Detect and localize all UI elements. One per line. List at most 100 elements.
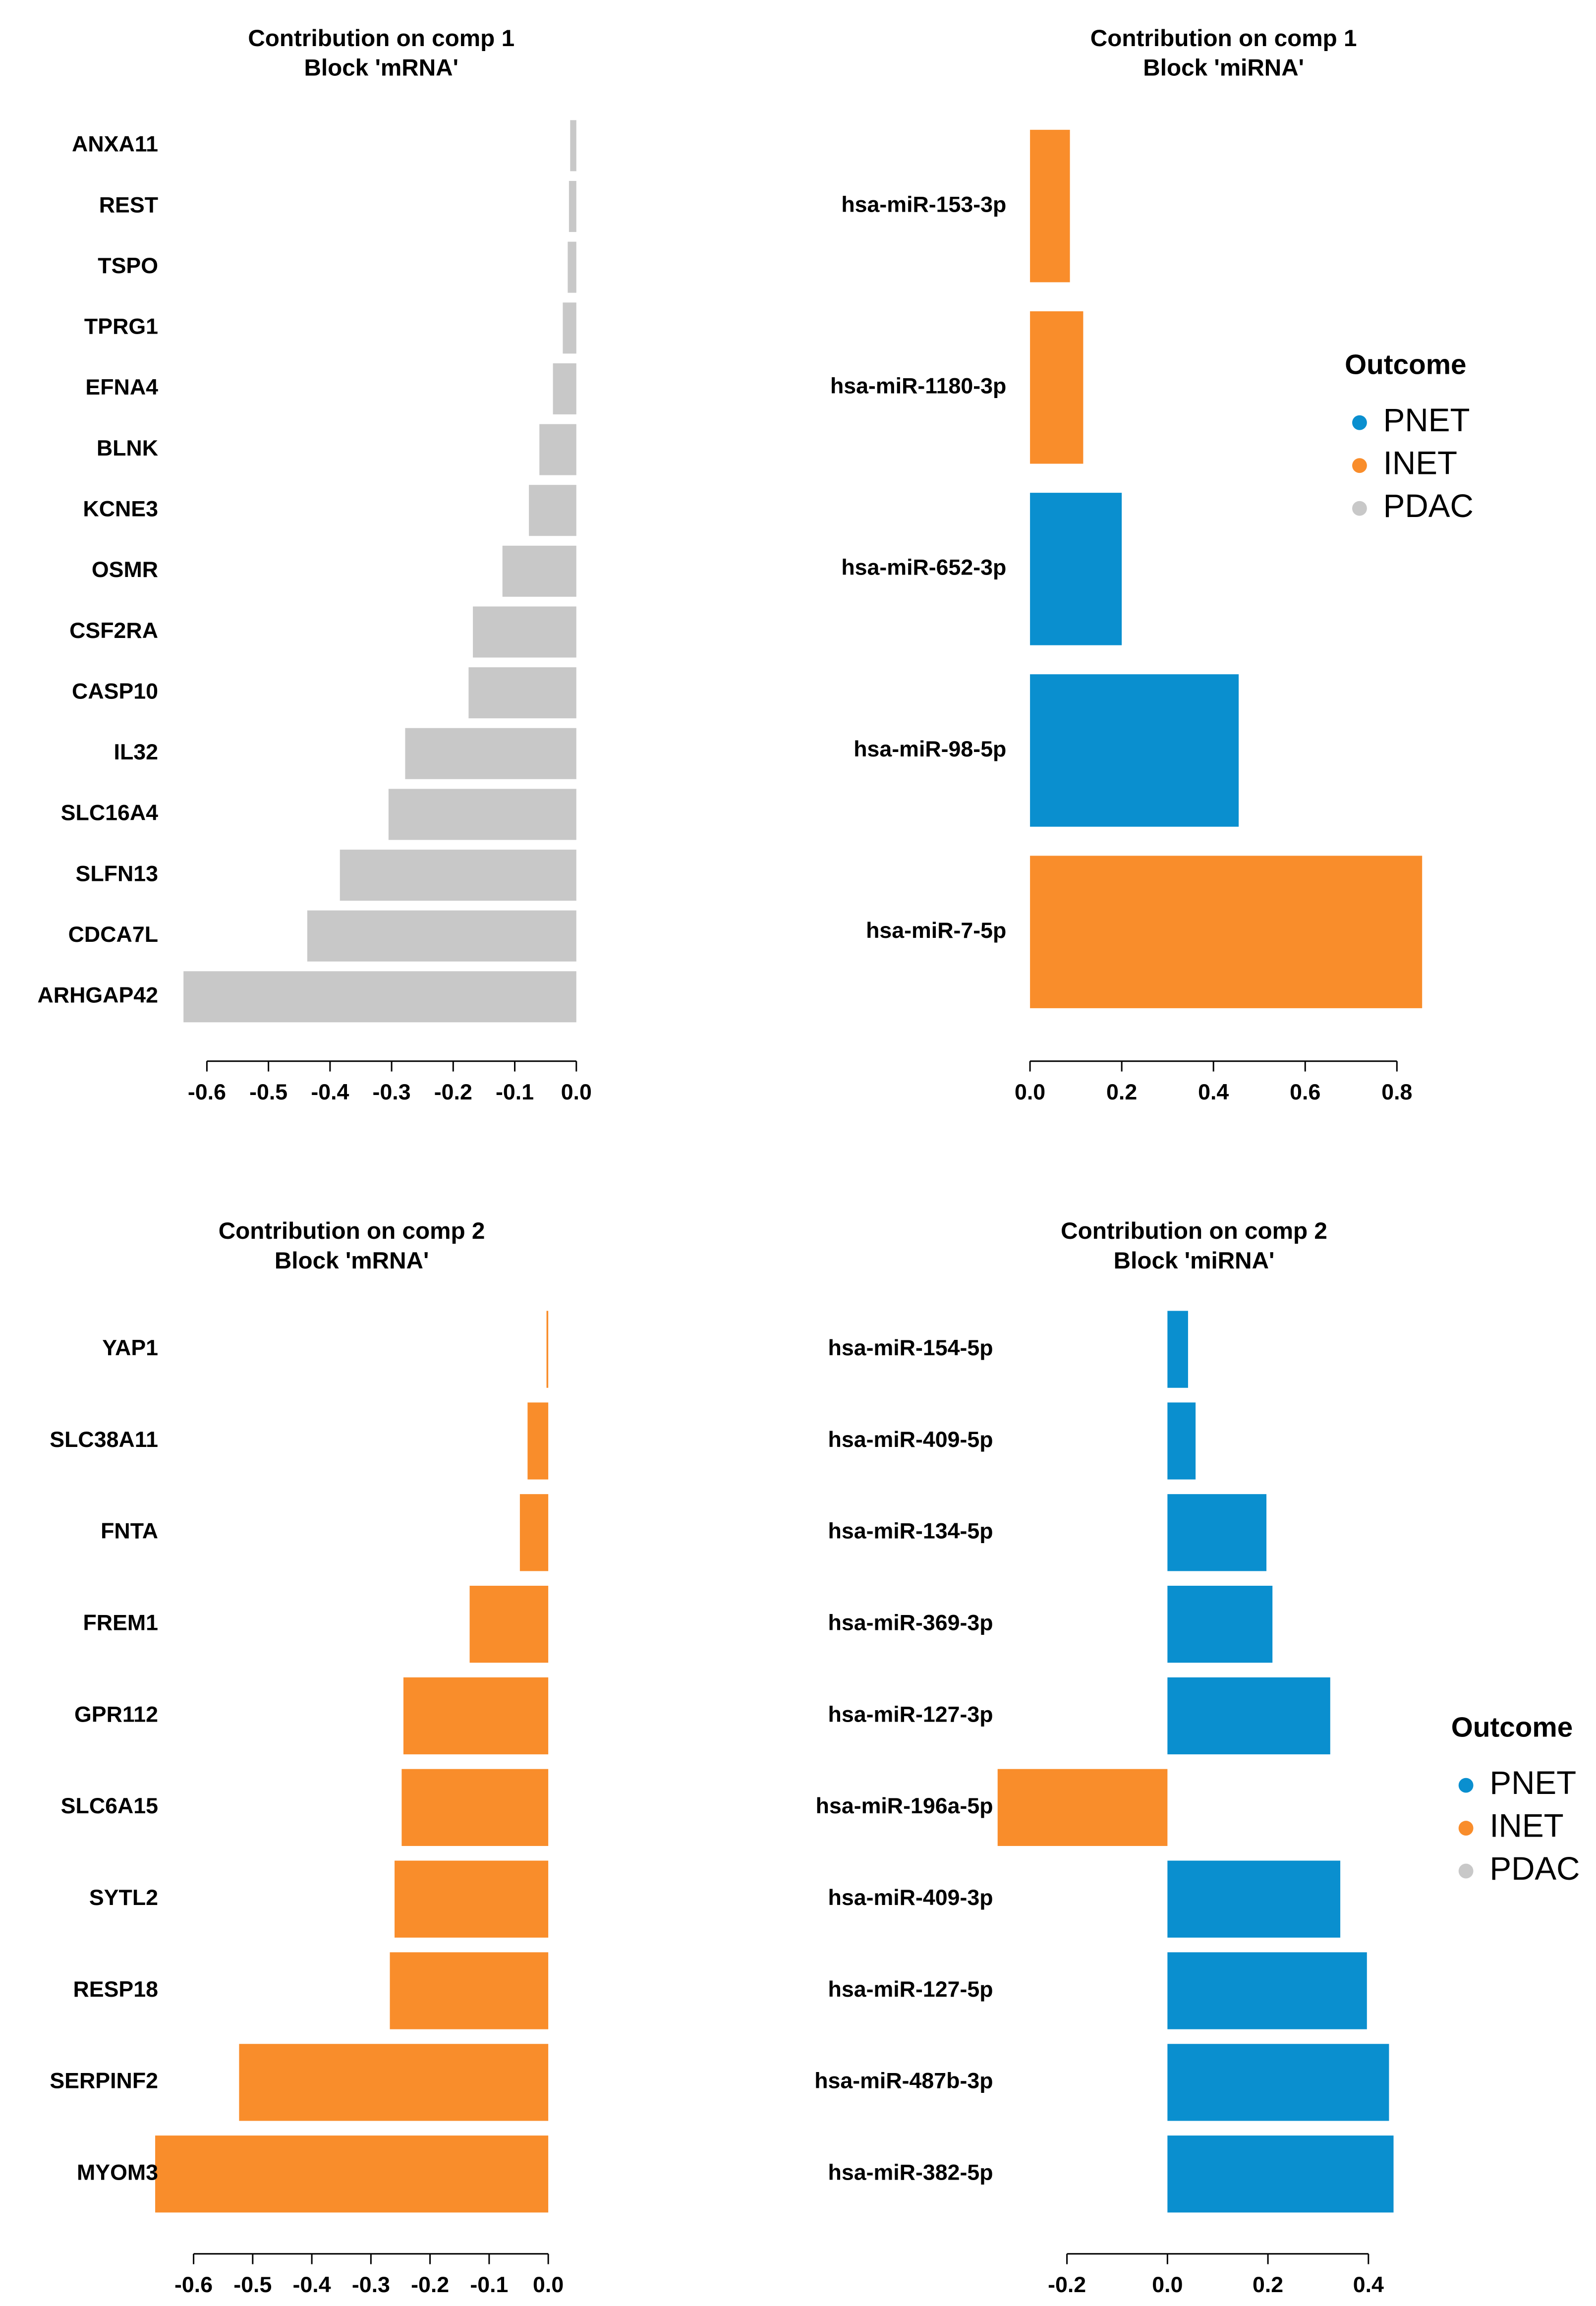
chart-subtitle: Block 'miRNA'	[1114, 1248, 1275, 1274]
x-tick-label: -0.1	[496, 1080, 534, 1104]
category-label: hsa-miR-382-5p	[828, 2161, 993, 2185]
bar	[403, 1677, 549, 1755]
chart-title: Contribution on comp 2	[1061, 1218, 1327, 1244]
x-tick-label: -0.4	[293, 2273, 331, 2297]
bar	[239, 2044, 549, 2121]
category-label: SYTL2	[89, 1886, 158, 1910]
legend-swatch	[1352, 415, 1367, 430]
x-tick-label: -0.2	[434, 1080, 472, 1104]
x-tick-label: -0.1	[470, 2273, 508, 2297]
x-tick-label: -0.5	[233, 2273, 272, 2297]
bar	[1030, 129, 1070, 283]
category-label: CASP10	[72, 679, 158, 703]
legend-swatch	[1352, 501, 1367, 516]
category-label: EFNA4	[85, 375, 158, 400]
x-tick-label: -0.5	[249, 1080, 287, 1104]
x-tick-label: -0.3	[352, 2273, 390, 2297]
legend-label: PDAC	[1489, 1850, 1580, 1887]
category-label: GPR112	[74, 1702, 158, 1727]
bar	[468, 667, 576, 719]
x-tick-label: 0.0	[533, 2273, 564, 2297]
bar	[401, 1769, 549, 1846]
bar	[395, 1860, 549, 1938]
x-tick-label: -0.3	[373, 1080, 411, 1104]
bar	[1167, 1952, 1367, 2029]
chart-title: Contribution on comp 1	[248, 25, 514, 52]
x-tick-label: -0.2	[411, 2273, 449, 2297]
category-label: hsa-miR-409-3p	[828, 1886, 993, 1910]
bar	[1030, 311, 1083, 464]
x-tick-label: 0.6	[1290, 1080, 1320, 1104]
bar	[390, 1952, 549, 2029]
bar	[519, 1494, 549, 1571]
category-label: SLC38A11	[50, 1428, 158, 1452]
bar	[388, 789, 576, 840]
bar	[183, 971, 576, 1023]
category-label: SLC16A4	[61, 801, 158, 825]
x-tick-label: 0.8	[1381, 1080, 1412, 1104]
chart-subtitle: Block 'mRNA'	[275, 1248, 429, 1274]
category-label: FNTA	[101, 1519, 158, 1544]
bar	[997, 1769, 1168, 1846]
category-label: hsa-miR-487b-3p	[814, 2069, 993, 2093]
bar	[1167, 1494, 1267, 1571]
legend-swatch	[1458, 1821, 1474, 1836]
chart-subtitle: Block 'mRNA'	[304, 55, 458, 81]
bar	[155, 2135, 549, 2213]
category-label: CDCA7L	[68, 922, 158, 947]
x-tick-label: 0.4	[1198, 1080, 1229, 1104]
category-label: hsa-miR-7-5p	[866, 919, 1006, 943]
legend-label: PNET	[1489, 1765, 1576, 1801]
category-label: hsa-miR-127-3p	[828, 1702, 993, 1727]
bar	[529, 485, 576, 536]
x-tick-label: 0.0	[561, 1080, 592, 1104]
legend-title: Outcome	[1451, 1712, 1573, 1743]
x-tick-label: 0.0	[1152, 2273, 1183, 2297]
chart-title: Contribution on comp 2	[219, 1218, 485, 1244]
category-label: hsa-miR-153-3p	[841, 192, 1006, 217]
bar	[340, 850, 576, 901]
legend-label: PDAC	[1383, 488, 1474, 524]
category-label: YAP1	[102, 1336, 158, 1360]
bar	[307, 910, 576, 962]
category-label: OSMR	[92, 558, 158, 582]
category-label: KCNE3	[83, 497, 158, 521]
chart-subtitle: Block 'miRNA'	[1143, 55, 1304, 81]
legend-label: PNET	[1383, 402, 1470, 438]
category-label: hsa-miR-369-3p	[828, 1611, 993, 1635]
category-label: MYOM3	[77, 2161, 158, 2185]
bar	[553, 363, 576, 414]
category-label: ARHGAP42	[37, 983, 158, 1008]
bar	[569, 181, 576, 232]
bar	[539, 424, 576, 475]
category-label: REST	[99, 193, 158, 217]
x-tick-label: -0.4	[311, 1080, 349, 1104]
legend-label: INET	[1489, 1807, 1563, 1844]
category-label: BLNK	[97, 436, 158, 461]
category-label: SERPINF2	[50, 2069, 158, 2093]
bar	[469, 1586, 549, 1663]
bar	[1167, 2044, 1389, 2121]
category-label: CSF2RA	[69, 619, 158, 643]
category-label: hsa-miR-1180-3p	[830, 374, 1006, 399]
bar	[502, 545, 576, 597]
bar	[1030, 674, 1239, 827]
bar	[1167, 1860, 1341, 1938]
bar	[568, 241, 576, 293]
bar	[1167, 1311, 1188, 1388]
legend-title: Outcome	[1345, 349, 1466, 380]
category-label: hsa-miR-409-5p	[828, 1428, 993, 1452]
x-tick-label: -0.6	[188, 1080, 226, 1104]
category-label: FREM1	[83, 1611, 158, 1635]
bar	[563, 302, 576, 354]
category-label: TSPO	[98, 254, 158, 278]
x-tick-label: 0.4	[1353, 2273, 1384, 2297]
category-label: hsa-miR-127-5p	[828, 1977, 993, 2002]
legend-swatch	[1458, 1778, 1474, 1793]
x-tick-label: 0.0	[1015, 1080, 1045, 1104]
bar	[1030, 856, 1423, 1008]
chart-title: Contribution on comp 1	[1090, 25, 1357, 52]
category-label: hsa-miR-98-5p	[854, 737, 1006, 761]
